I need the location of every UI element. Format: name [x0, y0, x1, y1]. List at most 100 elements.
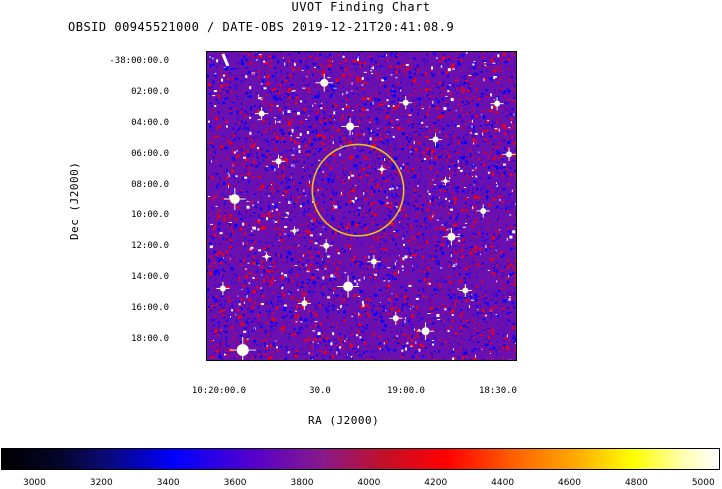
noise-pixel — [350, 143, 352, 145]
noise-pixel — [279, 108, 282, 112]
noise-pixel — [243, 336, 246, 338]
noise-pixel — [376, 157, 380, 160]
noise-pixel — [227, 220, 229, 223]
noise-pixel — [247, 290, 250, 294]
noise-pixel — [222, 307, 225, 309]
noise-pixel — [504, 294, 507, 296]
noise-pixel — [352, 188, 356, 192]
noise-pixel — [311, 130, 315, 134]
noise-pixel — [308, 224, 310, 227]
noise-pixel — [395, 242, 398, 246]
noise-pixel — [349, 249, 351, 252]
noise-pixel — [500, 88, 503, 90]
noise-pixel — [472, 175, 474, 177]
noise-pixel — [448, 307, 451, 311]
noise-pixel — [365, 270, 367, 273]
noise-pixel — [479, 163, 483, 165]
noise-pixel — [475, 73, 479, 76]
noise-pixel — [287, 80, 289, 82]
noise-pixel — [299, 59, 302, 61]
noise-pixel — [373, 138, 377, 141]
noise-pixel — [447, 58, 450, 61]
noise-pixel — [479, 359, 483, 360]
noise-pixel — [264, 139, 267, 142]
noise-pixel — [496, 166, 499, 170]
noise-pixel — [284, 188, 287, 190]
noise-pixel — [318, 105, 321, 108]
noise-pixel — [423, 195, 425, 197]
noise-pixel — [361, 64, 363, 68]
noise-pixel — [219, 164, 222, 167]
noise-pixel — [301, 263, 304, 266]
noise-pixel — [261, 87, 264, 90]
noise-pixel — [505, 109, 508, 111]
noise-pixel — [287, 290, 290, 292]
noise-pixel — [387, 143, 390, 147]
noise-pixel — [335, 72, 337, 74]
noise-pixel — [331, 191, 334, 193]
noise-pixel — [466, 300, 469, 302]
noise-pixel — [416, 67, 419, 71]
noise-pixel — [514, 279, 516, 282]
noise-pixel — [480, 159, 482, 161]
noise-pixel — [402, 257, 405, 261]
noise-pixel — [495, 261, 499, 264]
noise-pixel — [502, 334, 504, 337]
noise-pixel — [515, 342, 516, 344]
noise-pixel — [213, 351, 216, 353]
noise-pixel — [401, 77, 403, 81]
noise-pixel — [378, 257, 382, 260]
noise-pixel — [327, 219, 329, 223]
noise-pixel — [281, 132, 285, 136]
noise-pixel — [331, 283, 334, 285]
noise-pixel — [473, 136, 475, 138]
noise-pixel — [316, 194, 319, 196]
noise-pixel — [255, 278, 258, 280]
noise-pixel — [224, 210, 227, 212]
noise-pixel — [322, 261, 325, 265]
noise-pixel — [512, 301, 515, 303]
noise-pixel — [420, 223, 423, 226]
noise-pixel — [451, 159, 453, 163]
dec-tick-label: -38:00:00.0 — [109, 56, 169, 66]
noise-pixel — [400, 89, 402, 92]
noise-pixel — [363, 192, 365, 196]
noise-pixel — [375, 97, 379, 99]
noise-pixel — [414, 72, 417, 75]
noise-pixel — [367, 126, 369, 128]
noise-pixel — [306, 52, 309, 54]
noise-pixel — [350, 201, 353, 205]
noise-pixel — [324, 261, 326, 264]
noise-pixel — [416, 265, 418, 268]
noise-pixel — [331, 241, 334, 244]
noise-pixel — [511, 107, 514, 110]
noise-pixel — [417, 359, 419, 360]
noise-pixel — [469, 249, 472, 251]
noise-pixel — [334, 160, 336, 163]
noise-pixel — [252, 260, 254, 262]
noise-pixel — [400, 167, 403, 170]
noise-pixel — [405, 347, 408, 351]
noise-pixel — [368, 344, 370, 347]
noise-pixel — [315, 188, 317, 191]
noise-pixel — [223, 348, 225, 352]
noise-pixel — [241, 149, 244, 152]
noise-pixel — [436, 96, 438, 98]
noise-pixel — [442, 185, 446, 188]
noise-pixel — [336, 342, 338, 344]
noise-pixel — [243, 301, 245, 304]
noise-pixel — [388, 108, 391, 110]
noise-pixel — [310, 263, 313, 266]
noise-pixel — [386, 344, 388, 348]
noise-pixel — [343, 297, 346, 301]
noise-pixel — [509, 272, 511, 276]
noise-pixel — [436, 84, 438, 87]
noise-pixel — [386, 115, 390, 118]
noise-pixel — [233, 227, 236, 229]
noise-pixel — [496, 238, 498, 240]
noise-pixel — [209, 144, 212, 146]
noise-pixel — [284, 233, 287, 235]
noise-pixel — [469, 252, 473, 255]
noise-pixel — [376, 272, 380, 274]
noise-pixel — [443, 176, 445, 179]
